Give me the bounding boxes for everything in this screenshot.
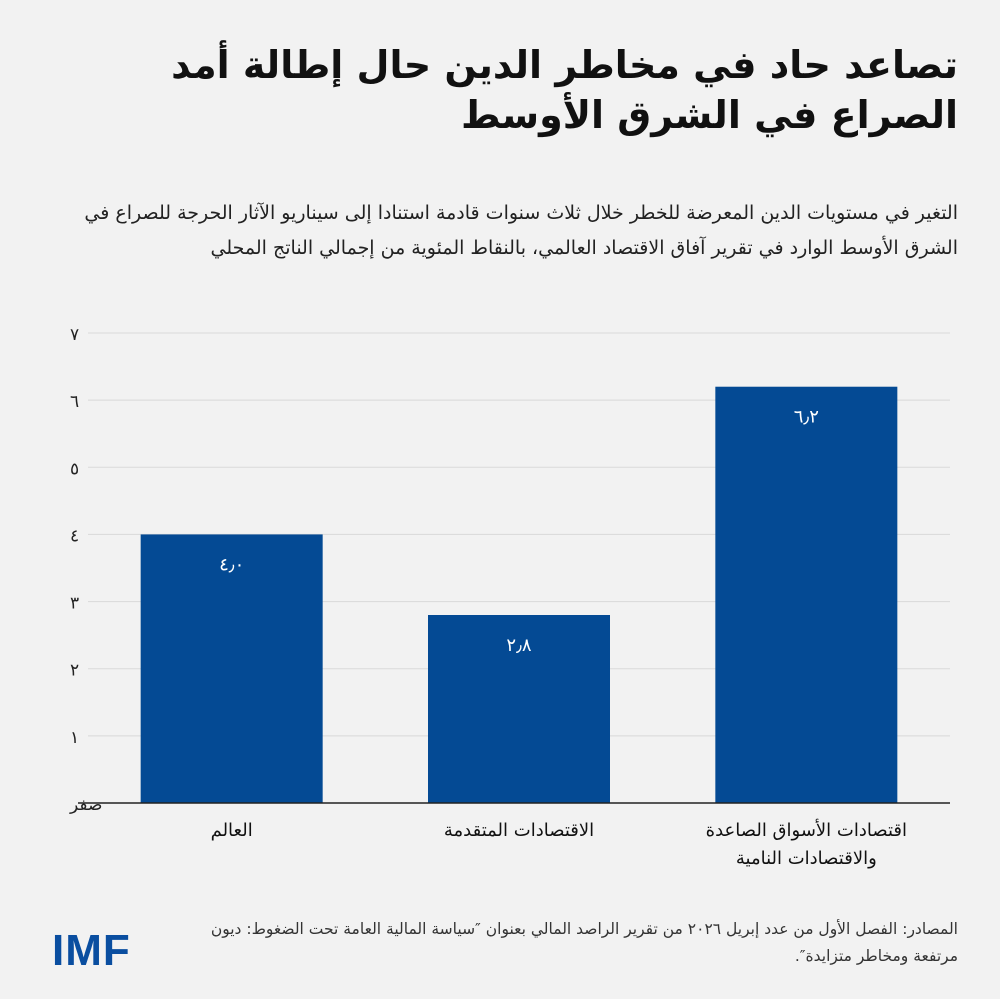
y-tick-label: ٥ bbox=[70, 459, 79, 479]
bar-2 bbox=[715, 386, 898, 803]
x-category-label: الاقتصادات المتقدمة bbox=[444, 820, 594, 841]
bar-value-label: ٢٫٨ bbox=[506, 635, 532, 656]
bar-chart-svg: صفر ١ ٢ ٣ ٤ ٥ ٦ ٧ ٤٫٠ العالم ٢٫٨ الاقتصادات المتقدم… bbox=[69, 325, 950, 869]
y-tick-label: ٢ bbox=[70, 661, 79, 681]
x-category-label: العالم bbox=[211, 820, 253, 841]
y-tick-label: صفر bbox=[69, 795, 102, 815]
y-tick-label: ٦ bbox=[70, 392, 79, 412]
chart-title: تصاعد حاد في مخاطر الدين حال إطالة أمد ا… bbox=[171, 43, 958, 137]
bar-0 bbox=[140, 534, 323, 803]
bar-value-label: ٦٫٢ bbox=[794, 407, 819, 428]
bar-1 bbox=[428, 615, 610, 803]
y-tick-label: ٧ bbox=[70, 325, 79, 345]
bar-chart: صفر ١ ٢ ٣ ٤ ٥ ٦ ٧ ٤٫٠ العالم ٢٫٨ الاقتصادات المتقدم… bbox=[0, 300, 1000, 900]
chart-subtitle: التغير في مستويات الدين المعرضة للخطر خل… bbox=[84, 202, 958, 259]
y-tick-label: ٤ bbox=[70, 526, 79, 546]
imf-logo: IMF bbox=[52, 926, 131, 975]
source-note: المصادر: الفصل الأول من عدد إبريل ٢٠٢٦ م… bbox=[210, 920, 958, 965]
y-tick-label: ٣ bbox=[70, 594, 79, 614]
bar-value-label: ٤٫٠ bbox=[219, 554, 244, 575]
x-category-label: والاقتصادات النامية bbox=[736, 848, 877, 869]
y-tick-label: ١ bbox=[70, 728, 79, 748]
x-category-label: اقتصادات الأسواق الصاعدة bbox=[706, 819, 907, 841]
